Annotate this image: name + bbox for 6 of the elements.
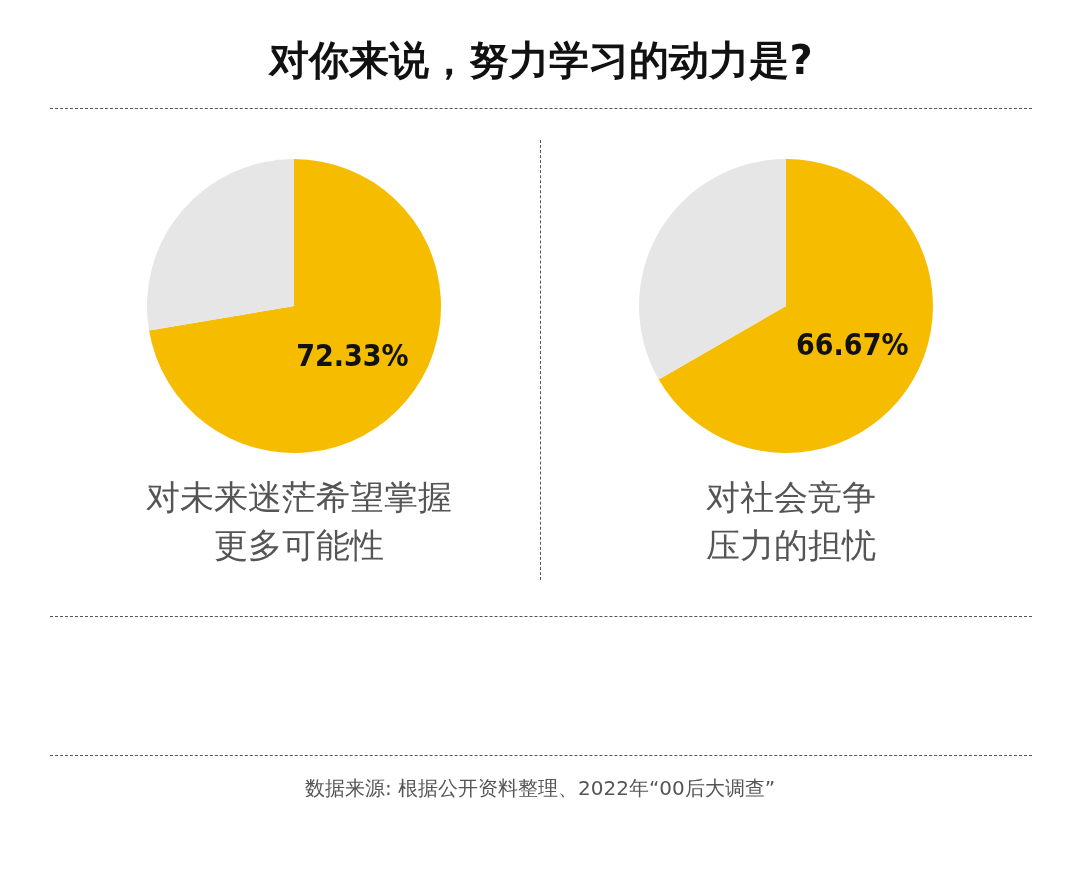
data-label: 72.33% — [296, 337, 409, 373]
text: 对你来说，努力学习的动力是? — [50, 20, 1032, 109]
data-label: 66.67% — [796, 326, 909, 362]
slice-label: 对未来迷茫希望掌握更多可能性 — [146, 477, 452, 565]
slice-label: 对社会竞争压力的担忧 — [706, 477, 876, 565]
source-note: 数据来源: 根据公开资料整理、2022年“00后大调查” — [303, 775, 777, 802]
